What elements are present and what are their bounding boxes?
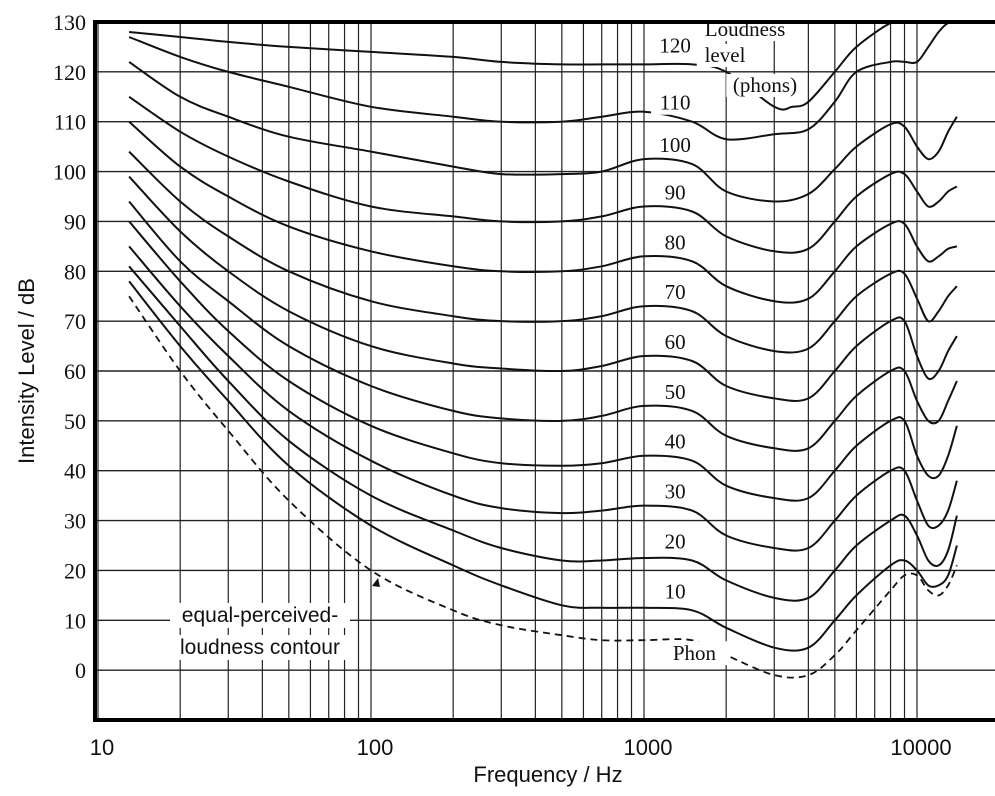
curve-label-mask-20 xyxy=(657,529,694,554)
y-axis-label: Intensity Level / dB xyxy=(14,278,39,464)
contour-annotation-mask-1 xyxy=(170,635,350,660)
curve-label-110: 110 xyxy=(660,91,691,115)
curve-30 xyxy=(128,245,958,552)
curve-20 xyxy=(128,265,958,602)
y-tick-label-50: 50 xyxy=(64,409,86,434)
curve-label-50: 50 xyxy=(665,380,686,404)
curve-110 xyxy=(128,21,957,141)
curve-label-mask-110 xyxy=(651,90,700,115)
curve-120 xyxy=(129,20,949,111)
curve-100 xyxy=(128,61,958,203)
curve-70 xyxy=(128,150,958,354)
legend-title-line-2: (phons) xyxy=(733,73,797,97)
y-tick-label-60: 60 xyxy=(64,359,86,384)
curve-10 xyxy=(128,280,958,652)
curve-80 xyxy=(128,120,958,304)
contour-curves xyxy=(128,20,958,679)
x-tick-label-1000: 1000 xyxy=(624,735,673,760)
contour-annotation-arrow xyxy=(372,578,380,587)
curve-label-70: 70 xyxy=(665,280,686,304)
curve-phon xyxy=(128,295,958,679)
axis-ticks: 0 10 20 30 40 50 60 70 80 90 100 110 120 130 10 100 1000… xyxy=(53,10,952,760)
y-tick-label-30: 30 xyxy=(64,509,86,534)
curve-label-80: 80 xyxy=(665,230,686,254)
curve-label-phon: Phon xyxy=(673,641,717,665)
y-tick-label-40: 40 xyxy=(64,459,86,484)
y-tick-label-130: 130 xyxy=(53,10,86,35)
y-tick-label-10: 10 xyxy=(64,608,86,633)
legend-title-line-1: level xyxy=(705,43,746,67)
curve-label-40: 40 xyxy=(665,430,686,454)
y-tick-label-0: 0 xyxy=(75,658,86,683)
curve-60 xyxy=(128,175,958,402)
curve-label-100: 100 xyxy=(659,133,691,157)
curve-label-mask-50 xyxy=(657,379,694,404)
curve-label-mask-60 xyxy=(657,330,694,355)
curve-label-30: 30 xyxy=(665,480,686,504)
x-tick-label-100: 100 xyxy=(357,735,394,760)
curve-label-mask-80 xyxy=(657,230,694,255)
curve-label-mask-100 xyxy=(651,133,700,158)
curve-label-mask-90 xyxy=(657,180,694,205)
y-tick-label-90: 90 xyxy=(64,209,86,234)
plot-frame xyxy=(93,20,995,722)
curve-label-10: 10 xyxy=(665,579,686,603)
curve-label-mask-30 xyxy=(657,479,694,504)
legend-title-mask-1 xyxy=(696,44,754,67)
contour-annotation-line-1: loudness contour xyxy=(180,636,340,659)
curve-label-mask-120 xyxy=(651,33,700,58)
curve-90 xyxy=(128,95,958,254)
curve-label-60: 60 xyxy=(665,330,686,354)
y-tick-label-20: 20 xyxy=(64,558,86,583)
x-axis-label: Frequency / Hz xyxy=(473,762,622,787)
contour-annotation-line-0: equal-perceived- xyxy=(182,604,338,627)
y-tick-label-120: 120 xyxy=(53,60,86,85)
curve-label-mask-10 xyxy=(657,579,694,604)
curve-40 xyxy=(128,220,958,502)
curve-label-mask-40 xyxy=(657,429,694,454)
contour-annotation-mask-0 xyxy=(170,603,350,628)
curve-label-mask-70 xyxy=(657,280,694,305)
curve-label-120: 120 xyxy=(659,33,691,57)
y-tick-label-80: 80 xyxy=(64,259,86,284)
curve-label-mask-phon xyxy=(660,641,729,666)
x-tick-label-10000: 10000 xyxy=(890,735,951,760)
curve-50 xyxy=(128,200,958,452)
curve-labels: 120110100908070605040302010PhonLoudnessl… xyxy=(170,17,804,666)
y-tick-label-70: 70 xyxy=(64,309,86,334)
curve-label-90: 90 xyxy=(665,180,686,204)
x-tick-label-10: 10 xyxy=(90,735,114,760)
y-tick-label-110: 110 xyxy=(54,110,86,135)
y-tick-label-100: 100 xyxy=(53,160,86,185)
legend-title-mask-2 xyxy=(726,74,804,97)
curve-label-20: 20 xyxy=(665,529,686,553)
